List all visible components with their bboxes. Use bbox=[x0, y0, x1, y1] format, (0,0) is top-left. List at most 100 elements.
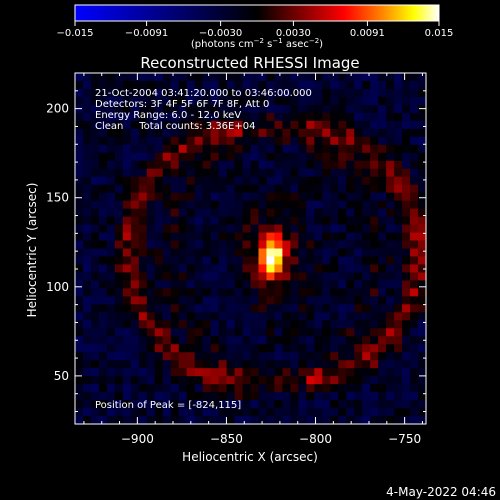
heatmap-cell bbox=[410, 368, 419, 377]
heatmap-cell bbox=[282, 152, 291, 162]
heatmap-cell bbox=[226, 392, 236, 401]
heatmap-cell bbox=[146, 136, 156, 146]
heatmap-cell bbox=[306, 128, 315, 138]
heatmap-cell bbox=[90, 208, 100, 218]
heatmap-cell bbox=[274, 296, 284, 305]
heatmap-cell bbox=[258, 192, 268, 202]
heatmap-cell bbox=[418, 73, 427, 82]
heatmap-cell bbox=[146, 152, 156, 162]
heatmap-cell bbox=[98, 96, 108, 106]
heatmap-cell bbox=[378, 112, 387, 122]
heatmap-cell bbox=[290, 416, 299, 425]
heatmap-cell bbox=[378, 88, 387, 98]
heatmap-cell bbox=[298, 120, 307, 130]
heatmap-cell bbox=[370, 200, 379, 210]
heatmap-cell bbox=[226, 288, 236, 297]
heatmap-cell bbox=[170, 280, 180, 289]
heatmap-cell bbox=[266, 352, 276, 361]
heatmap-cell bbox=[90, 128, 100, 138]
heatmap-cell bbox=[146, 360, 156, 369]
heatmap-cell bbox=[394, 200, 403, 210]
heatmap-cell bbox=[75, 328, 84, 337]
heatmap-cell bbox=[354, 136, 363, 146]
heatmap-cell bbox=[90, 152, 100, 162]
heatmap-cell bbox=[146, 104, 156, 114]
heatmap-cell bbox=[346, 320, 355, 329]
heatmap-cell bbox=[202, 152, 212, 162]
heatmap-cell bbox=[154, 280, 164, 289]
heatmap-cell bbox=[242, 88, 252, 98]
heatmap-cell bbox=[242, 256, 252, 266]
heatmap-cell bbox=[362, 160, 371, 170]
heatmap-cell bbox=[218, 184, 228, 194]
heatmap-cell bbox=[250, 80, 260, 90]
heatmap-cell bbox=[402, 224, 411, 234]
heatmap-cell bbox=[114, 168, 124, 178]
heatmap-cell bbox=[394, 176, 403, 186]
heatmap-cell bbox=[338, 416, 347, 425]
heatmap-cell bbox=[138, 408, 148, 417]
heatmap-cell bbox=[186, 264, 196, 274]
heatmap-cell bbox=[122, 296, 132, 305]
heatmap-cell bbox=[346, 192, 355, 202]
heatmap-cell bbox=[338, 216, 347, 226]
heatmap-cell bbox=[210, 184, 220, 194]
heatmap-cell bbox=[234, 272, 244, 282]
heatmap-cell bbox=[338, 408, 347, 417]
heatmap-cell bbox=[338, 280, 347, 289]
heatmap-cell bbox=[218, 280, 228, 289]
heatmap-cell bbox=[122, 88, 132, 98]
heatmap-cell bbox=[90, 384, 100, 393]
heatmap-cell bbox=[378, 336, 387, 345]
heatmap-cell bbox=[274, 248, 284, 258]
heatmap-cell bbox=[306, 208, 315, 218]
heatmap-cell bbox=[170, 112, 180, 122]
heatmap-cell bbox=[314, 240, 323, 250]
heatmap-cell bbox=[330, 96, 339, 106]
heatmap-cell bbox=[266, 128, 276, 138]
chart-title: Reconstructed RHESSI Image bbox=[140, 54, 359, 72]
heatmap-cell bbox=[338, 120, 347, 130]
heatmap-cell bbox=[170, 136, 180, 146]
heatmap-cell bbox=[386, 88, 395, 98]
heatmap-cell bbox=[386, 128, 395, 138]
heatmap-cell bbox=[90, 224, 100, 234]
heatmap-cell bbox=[290, 168, 299, 178]
heatmap-cell bbox=[394, 208, 403, 218]
heatmap-cell bbox=[90, 192, 100, 202]
heatmap-cell bbox=[146, 208, 156, 218]
heatmap-cell bbox=[274, 376, 284, 385]
heatmap-cell bbox=[122, 208, 132, 218]
heatmap-cell bbox=[202, 248, 212, 258]
heatmap-cell bbox=[122, 200, 132, 210]
heatmap-cell bbox=[250, 168, 260, 178]
heatmap-cell bbox=[226, 232, 236, 242]
heatmap-cell bbox=[298, 88, 307, 98]
heatmap-cell bbox=[114, 392, 124, 401]
heatmap-cell bbox=[402, 320, 411, 329]
heatmap-cell bbox=[170, 376, 180, 385]
heatmap-cell bbox=[106, 328, 116, 337]
heatmap-cell bbox=[178, 224, 188, 234]
heatmap-cell bbox=[402, 288, 411, 297]
colorbar-tick-label: −0.0091 bbox=[125, 28, 168, 39]
heatmap-cell bbox=[75, 320, 84, 329]
heatmap-cell bbox=[250, 416, 260, 425]
heatmap-cell bbox=[234, 408, 244, 417]
heatmap-cell bbox=[370, 184, 379, 194]
heatmap-cell bbox=[194, 176, 204, 186]
heatmap-cell bbox=[82, 144, 92, 154]
heatmap-cell bbox=[234, 304, 244, 313]
heatmap-cell bbox=[266, 368, 276, 377]
heatmap-cell bbox=[218, 104, 228, 114]
heatmap-cell bbox=[242, 248, 252, 258]
heatmap-cell bbox=[202, 408, 212, 417]
heatmap-cell bbox=[162, 256, 172, 266]
heatmap-cell bbox=[178, 392, 188, 401]
heatmap-cell bbox=[178, 96, 188, 106]
heatmap-cell bbox=[298, 128, 307, 138]
heatmap-cell bbox=[226, 272, 236, 282]
heatmap-cell bbox=[418, 320, 427, 329]
heatmap-cell bbox=[242, 408, 252, 417]
